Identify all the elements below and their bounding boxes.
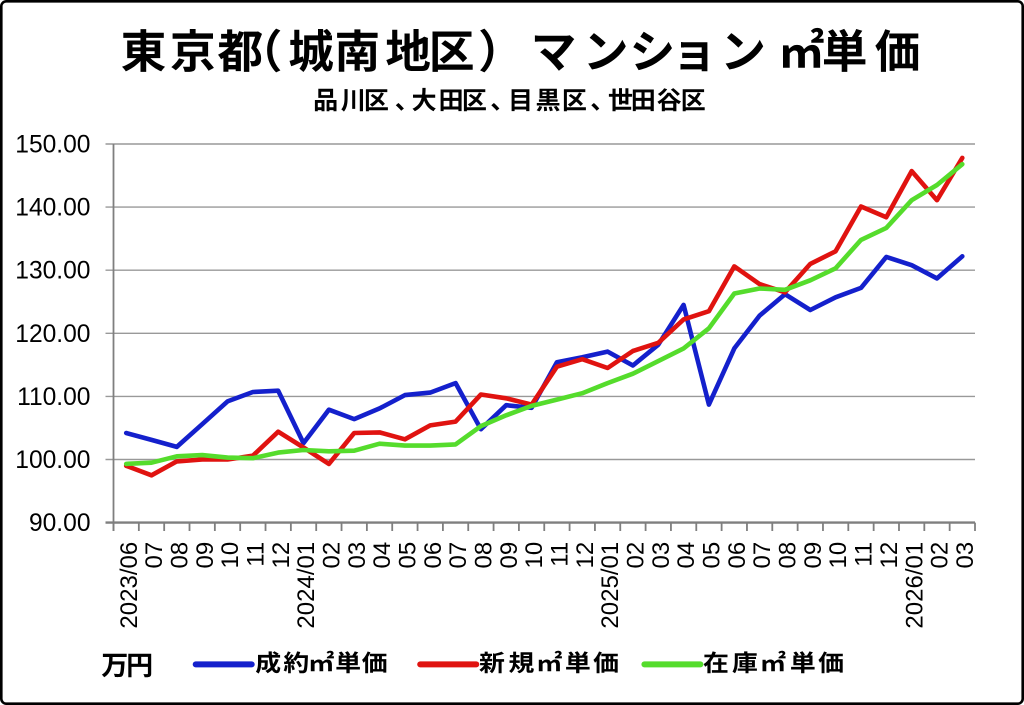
svg-text:09: 09 xyxy=(496,542,523,569)
svg-text:08: 08 xyxy=(775,542,802,569)
svg-text:07: 07 xyxy=(141,542,168,569)
svg-text:07: 07 xyxy=(749,542,776,569)
svg-text:09: 09 xyxy=(800,542,827,569)
svg-text:04: 04 xyxy=(673,542,700,569)
svg-text:100.00: 100.00 xyxy=(15,447,90,474)
svg-text:11: 11 xyxy=(243,542,270,567)
svg-text:2024/01: 2024/01 xyxy=(293,542,320,629)
svg-text:08: 08 xyxy=(166,542,193,569)
svg-text:2023/06: 2023/06 xyxy=(116,542,143,629)
svg-text:130.00: 130.00 xyxy=(15,258,90,285)
svg-text:04: 04 xyxy=(369,542,396,569)
svg-text:12: 12 xyxy=(876,542,903,569)
svg-text:03: 03 xyxy=(952,542,979,569)
svg-text:120.00: 120.00 xyxy=(15,321,90,348)
svg-text:02: 02 xyxy=(927,542,954,569)
svg-text:10: 10 xyxy=(217,542,244,569)
svg-text:07: 07 xyxy=(445,542,472,569)
svg-text:08: 08 xyxy=(471,542,498,569)
svg-text:02: 02 xyxy=(623,542,650,569)
svg-text:03: 03 xyxy=(344,542,371,569)
svg-text:06: 06 xyxy=(420,542,447,569)
svg-text:150.00: 150.00 xyxy=(15,132,90,159)
svg-text:10: 10 xyxy=(825,542,852,569)
svg-text:05: 05 xyxy=(395,542,422,569)
svg-text:03: 03 xyxy=(648,542,675,569)
svg-text:12: 12 xyxy=(572,542,599,569)
svg-text:11: 11 xyxy=(547,542,574,567)
svg-text:2026/01: 2026/01 xyxy=(901,542,928,629)
svg-text:12: 12 xyxy=(268,542,295,569)
svg-text:10: 10 xyxy=(521,542,548,569)
svg-text:140.00: 140.00 xyxy=(15,195,90,222)
svg-text:2025/01: 2025/01 xyxy=(597,542,624,629)
svg-text:06: 06 xyxy=(724,542,751,569)
svg-text:09: 09 xyxy=(192,542,219,569)
svg-text:90.00: 90.00 xyxy=(29,510,91,537)
svg-text:05: 05 xyxy=(699,542,726,569)
svg-text:110.00: 110.00 xyxy=(17,384,90,411)
svg-text:02: 02 xyxy=(319,542,346,569)
svg-text:11: 11 xyxy=(851,542,878,567)
